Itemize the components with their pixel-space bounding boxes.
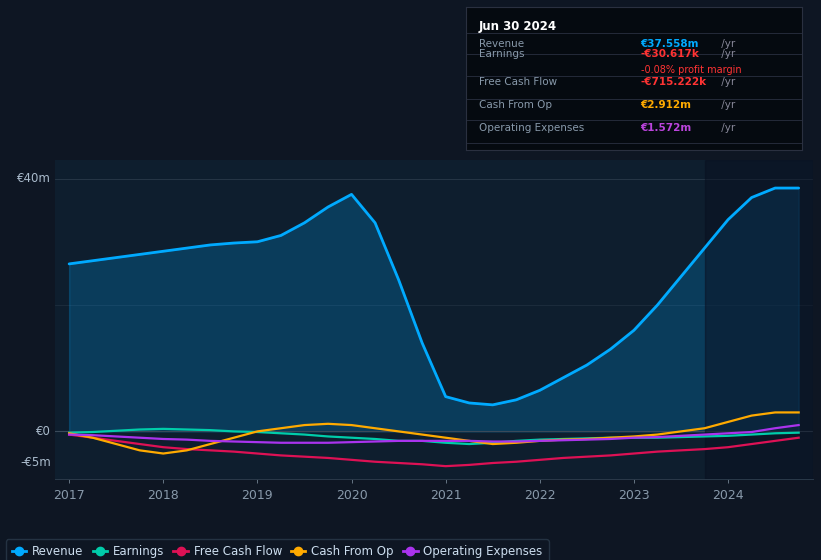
Text: -€5m: -€5m xyxy=(21,456,51,469)
Text: €1.572m: €1.572m xyxy=(640,123,692,133)
Text: Revenue: Revenue xyxy=(479,39,524,49)
Text: /yr: /yr xyxy=(718,39,736,49)
Text: /yr: /yr xyxy=(718,77,736,87)
Text: Free Cash Flow: Free Cash Flow xyxy=(479,77,557,87)
Text: /yr: /yr xyxy=(718,100,736,110)
Text: €0: €0 xyxy=(36,425,51,438)
Text: €40m: €40m xyxy=(17,172,51,185)
Text: -0.08% profit margin: -0.08% profit margin xyxy=(640,65,741,75)
Text: -€30.617k: -€30.617k xyxy=(640,49,699,59)
Text: Jun 30 2024: Jun 30 2024 xyxy=(479,20,557,33)
Text: Operating Expenses: Operating Expenses xyxy=(479,123,585,133)
Text: €2.912m: €2.912m xyxy=(640,100,691,110)
Text: €37.558m: €37.558m xyxy=(640,39,699,49)
Legend: Revenue, Earnings, Free Cash Flow, Cash From Op, Operating Expenses: Revenue, Earnings, Free Cash Flow, Cash … xyxy=(6,539,548,560)
Bar xyxy=(704,160,813,479)
Text: -€715.222k: -€715.222k xyxy=(640,77,707,87)
Text: /yr: /yr xyxy=(718,49,736,59)
Text: Cash From Op: Cash From Op xyxy=(479,100,552,110)
Text: /yr: /yr xyxy=(718,123,736,133)
Text: Earnings: Earnings xyxy=(479,49,525,59)
